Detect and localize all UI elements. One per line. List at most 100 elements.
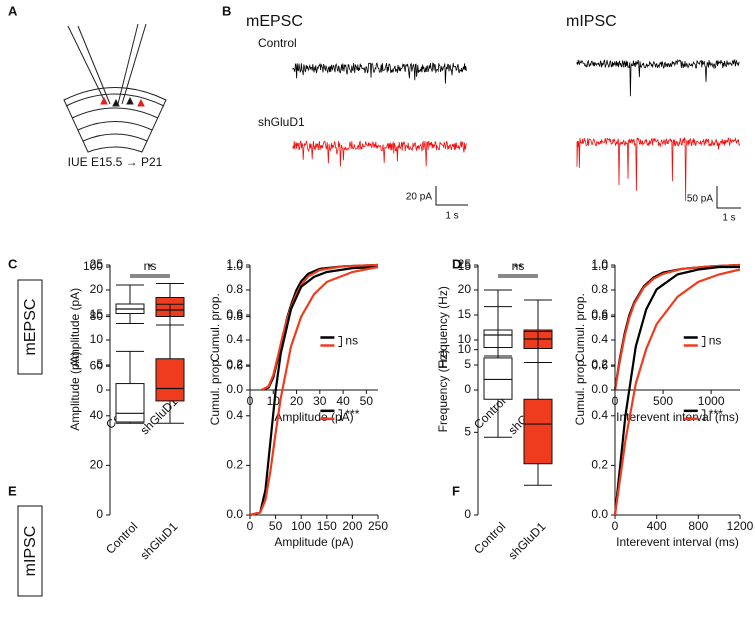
y-tick-label: 5 <box>464 425 471 439</box>
y-tick-label: 80 <box>90 309 104 323</box>
y-tick-label: 20 <box>90 282 104 296</box>
x-tick-label: 150 <box>317 519 337 533</box>
x-tick-label: Control <box>471 519 508 556</box>
x-tick-label: 0 <box>612 519 619 533</box>
column-title: mIPSC <box>566 13 617 30</box>
y-tick-label: 25 <box>90 257 104 271</box>
y-tick-label: 1.0 <box>591 257 608 271</box>
significance: * <box>148 261 153 275</box>
y-axis-label: Cumul. prop. <box>573 357 587 426</box>
y-tick-label: 0.6 <box>226 358 243 372</box>
y-tick-label: 15 <box>90 307 104 321</box>
y-axis-label: Cumul. prop. <box>573 293 587 362</box>
row-title: mEPSC <box>22 299 39 356</box>
y-axis-label: Frequency (Hz) <box>436 350 450 433</box>
y-tick-label: 10 <box>458 342 472 356</box>
panel-label: D <box>452 256 461 271</box>
y-tick-label: 0.0 <box>226 507 243 521</box>
box <box>115 383 145 423</box>
y-tick-label: 0.8 <box>226 282 243 296</box>
y-tick-label: 0.4 <box>226 332 243 346</box>
y-tick-label: 0.0 <box>591 507 608 521</box>
trace <box>576 137 740 201</box>
panel-label: F <box>452 483 460 498</box>
y-axis-label: Amplitude (pA) <box>68 351 82 430</box>
y-tick-label: 0.4 <box>226 408 243 422</box>
cdf-line <box>613 263 741 391</box>
x-tick-label: 800 <box>688 519 708 533</box>
cortex-diagram <box>63 23 167 153</box>
y-tick-label: 10 <box>458 332 472 346</box>
panel-label: E <box>8 483 17 498</box>
row-box <box>17 279 43 375</box>
row-label: Control <box>258 36 297 50</box>
cdf-line <box>249 265 379 517</box>
legend-bracket <box>701 336 706 347</box>
y-tick-label: 0.8 <box>591 309 608 323</box>
y-tick-label: 0.8 <box>591 282 608 296</box>
x-axis-label: Interevent interval (ms) <box>616 410 739 424</box>
y-tick-label: 0.6 <box>591 358 608 372</box>
y-tick-label: 20 <box>458 282 472 296</box>
x-tick-label: Control <box>103 519 140 556</box>
x-tick-label: 100 <box>291 519 311 533</box>
x-tick-label: 200 <box>342 519 362 533</box>
cdf-line <box>613 263 741 391</box>
x-tick-label: 40 <box>336 394 350 408</box>
row-title: mIPSC <box>22 526 39 577</box>
panel-label: A <box>8 3 18 18</box>
y-tick-label: 0 <box>464 382 471 396</box>
x-tick-label: Control <box>471 394 508 431</box>
y-tick-label: 10 <box>90 332 104 346</box>
y-tick-label: 0.4 <box>591 408 608 422</box>
box <box>523 398 553 465</box>
x-tick-label: 1200 <box>727 519 754 533</box>
cdf-line <box>613 265 740 516</box>
significance: ns <box>512 259 525 273</box>
y-tick-label: 5 <box>464 357 471 371</box>
y-axis-label: Frequency (Hz) <box>436 286 450 369</box>
y-axis-label: Cumul. prop. <box>208 293 222 362</box>
y-tick-label: 0.0 <box>591 382 608 396</box>
scale-label: 1 s <box>445 211 458 222</box>
annotation: ns <box>709 334 722 348</box>
row-box <box>17 505 43 597</box>
y-tick-label: 0.2 <box>226 458 243 472</box>
cdf-line <box>249 265 379 517</box>
y-axis-label: Cumul. prop. <box>208 357 222 426</box>
y-tick-label: 15 <box>458 307 472 321</box>
annotation: *** <box>345 407 359 421</box>
x-tick-label: 10 <box>267 394 281 408</box>
scale-label: 1 s <box>722 213 735 224</box>
legend-bracket <box>338 409 342 421</box>
y-tick-label: 0.6 <box>226 307 243 321</box>
y-tick-label: 25 <box>458 257 472 271</box>
y-tick-label: 5 <box>96 357 103 371</box>
x-axis-label: Amplitude (pA) <box>274 535 353 549</box>
y-tick-label: 0.0 <box>226 382 243 396</box>
cdf-line <box>613 268 741 516</box>
y-tick-label: 0.2 <box>226 357 243 371</box>
y-tick-label: 15 <box>458 259 472 273</box>
y-tick-label: 40 <box>90 408 104 422</box>
legend-bracket <box>701 409 706 421</box>
y-tick-label: 0.2 <box>591 357 608 371</box>
y-tick-label: 0 <box>96 382 103 396</box>
scale-label: 20 pA <box>406 192 432 203</box>
trace <box>292 140 467 167</box>
x-tick-label: 1000 <box>698 394 725 408</box>
column-title: mEPSC <box>246 13 303 30</box>
y-tick-label: 100 <box>83 259 103 273</box>
x-tick-label: 250 <box>368 519 388 533</box>
significance: ns <box>144 259 157 273</box>
trace <box>292 62 467 84</box>
y-tick-label: 0 <box>464 507 471 521</box>
y-tick-label: 60 <box>90 358 104 372</box>
y-tick-label: 1.0 <box>226 257 243 271</box>
x-axis-label: Amplitude (pA) <box>274 410 353 424</box>
y-tick-label: 1.0 <box>591 259 608 273</box>
annotation: ns <box>345 334 358 348</box>
panel-label: B <box>222 3 231 18</box>
scale-label: 50 pA <box>687 194 713 205</box>
